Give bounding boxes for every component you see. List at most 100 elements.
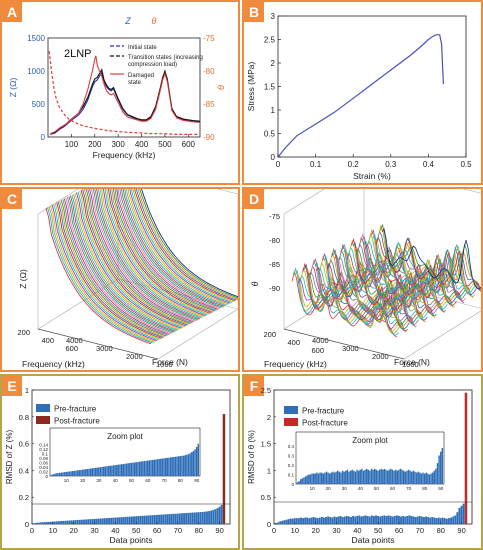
pre-fracture-bar <box>454 515 457 524</box>
pre-fracture-bar <box>400 516 402 524</box>
pre-fracture-bar <box>70 520 73 524</box>
panel-e: E 0 10 20 30 40 50 60 70 80 90 0 0.2 0.4 0.6 0.8 1 Data … <box>0 374 240 550</box>
pre-fracture-bar <box>203 511 206 524</box>
inset-bar <box>81 469 84 476</box>
inset-bar <box>335 471 337 484</box>
inset-bar <box>433 470 435 484</box>
pre-fracture-bar <box>433 517 436 524</box>
inset-bar <box>80 469 82 476</box>
legend-entry: Transition states (increasing <box>128 55 203 61</box>
panel-f: F 0 10 20 30 40 50 60 70 80 90 0 0.5 1 1.5 2 2.5 Data po… <box>242 374 483 550</box>
axis-line <box>283 328 405 360</box>
inset-bar <box>143 461 146 476</box>
waterfall-curve-13 <box>65 197 171 335</box>
x-tick-label: 400 <box>287 338 300 347</box>
pre-fracture-bar <box>320 517 323 524</box>
y-right-tick-label: -85 <box>203 100 215 109</box>
y-tick-label: 4000 <box>66 336 83 345</box>
x-axis-label: Frequency (kHz) <box>22 359 85 369</box>
legend-entry: Initial state <box>128 45 157 51</box>
inset-bar <box>86 468 89 476</box>
pre-fracture-bar <box>389 515 392 524</box>
pre-fracture-bar <box>33 523 35 524</box>
inset-bar <box>73 470 76 476</box>
waterfall-curve-46 <box>119 189 222 309</box>
pre-fracture-bar <box>377 515 380 524</box>
pre-fracture-bar <box>341 517 344 524</box>
y-tick-label: 1.5 <box>264 83 276 92</box>
pre-fracture-bar <box>212 509 215 524</box>
inset-bar <box>375 469 378 484</box>
inset-bar <box>314 473 316 484</box>
waterfall-curve-50 <box>126 189 228 306</box>
panel-label-a: A <box>2 2 22 22</box>
pre-fracture-bar <box>300 517 302 524</box>
x-tick-label: 50 <box>132 526 140 535</box>
pre-fracture-bar <box>343 516 346 524</box>
inset-bar <box>133 462 136 476</box>
legend-swatch <box>284 406 298 414</box>
y-left-tick-label: 0 <box>41 133 46 142</box>
pre-fracture-bar <box>335 517 338 524</box>
pre-fracture-bar <box>122 517 125 524</box>
waterfall-curve-48 <box>122 189 225 307</box>
inset-bar <box>171 457 173 476</box>
pre-fracture-bar <box>304 517 307 524</box>
pre-fracture-bar <box>364 515 367 524</box>
pre-fracture-bar <box>68 520 71 524</box>
pre-fracture-bar <box>41 522 44 524</box>
y-tick-label: 1000 <box>156 360 173 369</box>
pre-fracture-bar <box>143 515 146 524</box>
pre-fracture-bar <box>116 517 119 524</box>
waterfall-curve-30 <box>92 189 197 321</box>
inset-x-tick: 20 <box>326 486 332 491</box>
y-axis-label: RMSD of θ (%) <box>247 430 256 484</box>
pre-fracture-bar <box>83 519 85 524</box>
inset-bar <box>341 470 344 484</box>
waterfall-curve-7 <box>56 202 162 339</box>
inset-bar <box>353 470 355 484</box>
inset-bar <box>383 468 386 484</box>
inset-bar <box>386 470 389 484</box>
legend-swatch <box>284 418 298 426</box>
inset-bar <box>394 469 397 484</box>
inset-bar <box>169 457 172 476</box>
pre-fracture-bar <box>450 517 452 524</box>
pre-fracture-bar <box>76 519 79 524</box>
inset-bar <box>393 470 395 484</box>
inset-bar <box>127 463 129 476</box>
x-tick-label: 10 <box>291 526 299 535</box>
inset-bar <box>359 469 361 484</box>
z-axis-label: θ <box>250 281 260 286</box>
inset-bar <box>83 469 85 476</box>
inset-bar <box>356 469 358 484</box>
inset-bar <box>438 455 440 484</box>
panel-label-c: C <box>2 189 22 209</box>
waterfall-curve-32 <box>95 189 200 320</box>
pre-fracture-bar <box>393 515 396 524</box>
pre-fracture-bar <box>162 514 165 524</box>
x-tick-label: 40 <box>111 526 119 535</box>
inset-bar <box>367 469 370 484</box>
waterfall-curve-12 <box>63 198 170 335</box>
pre-fracture-bar <box>99 518 102 524</box>
legend-entry-cont: state <box>128 80 142 86</box>
inset-bar <box>327 472 329 484</box>
pre-fracture-bar <box>114 517 117 524</box>
pre-fracture-bar <box>183 513 185 524</box>
waterfall-curve-34 <box>99 189 204 318</box>
inset-bar <box>50 474 53 476</box>
inset-bar <box>324 472 326 484</box>
pre-fracture-bar <box>429 517 432 524</box>
waterfall-curve-10 <box>60 200 167 337</box>
inset-bar <box>187 454 190 476</box>
inset-bar <box>98 467 100 476</box>
pre-fracture-bar <box>404 516 407 524</box>
waterfall-curve-37 <box>104 189 208 316</box>
legend-swatch <box>36 404 50 412</box>
inset-bar <box>312 473 315 484</box>
pre-fracture-bar <box>414 517 417 524</box>
pre-fracture-bar <box>141 515 144 524</box>
pre-fracture-bar <box>172 513 175 524</box>
pre-fracture-bar <box>185 513 188 524</box>
